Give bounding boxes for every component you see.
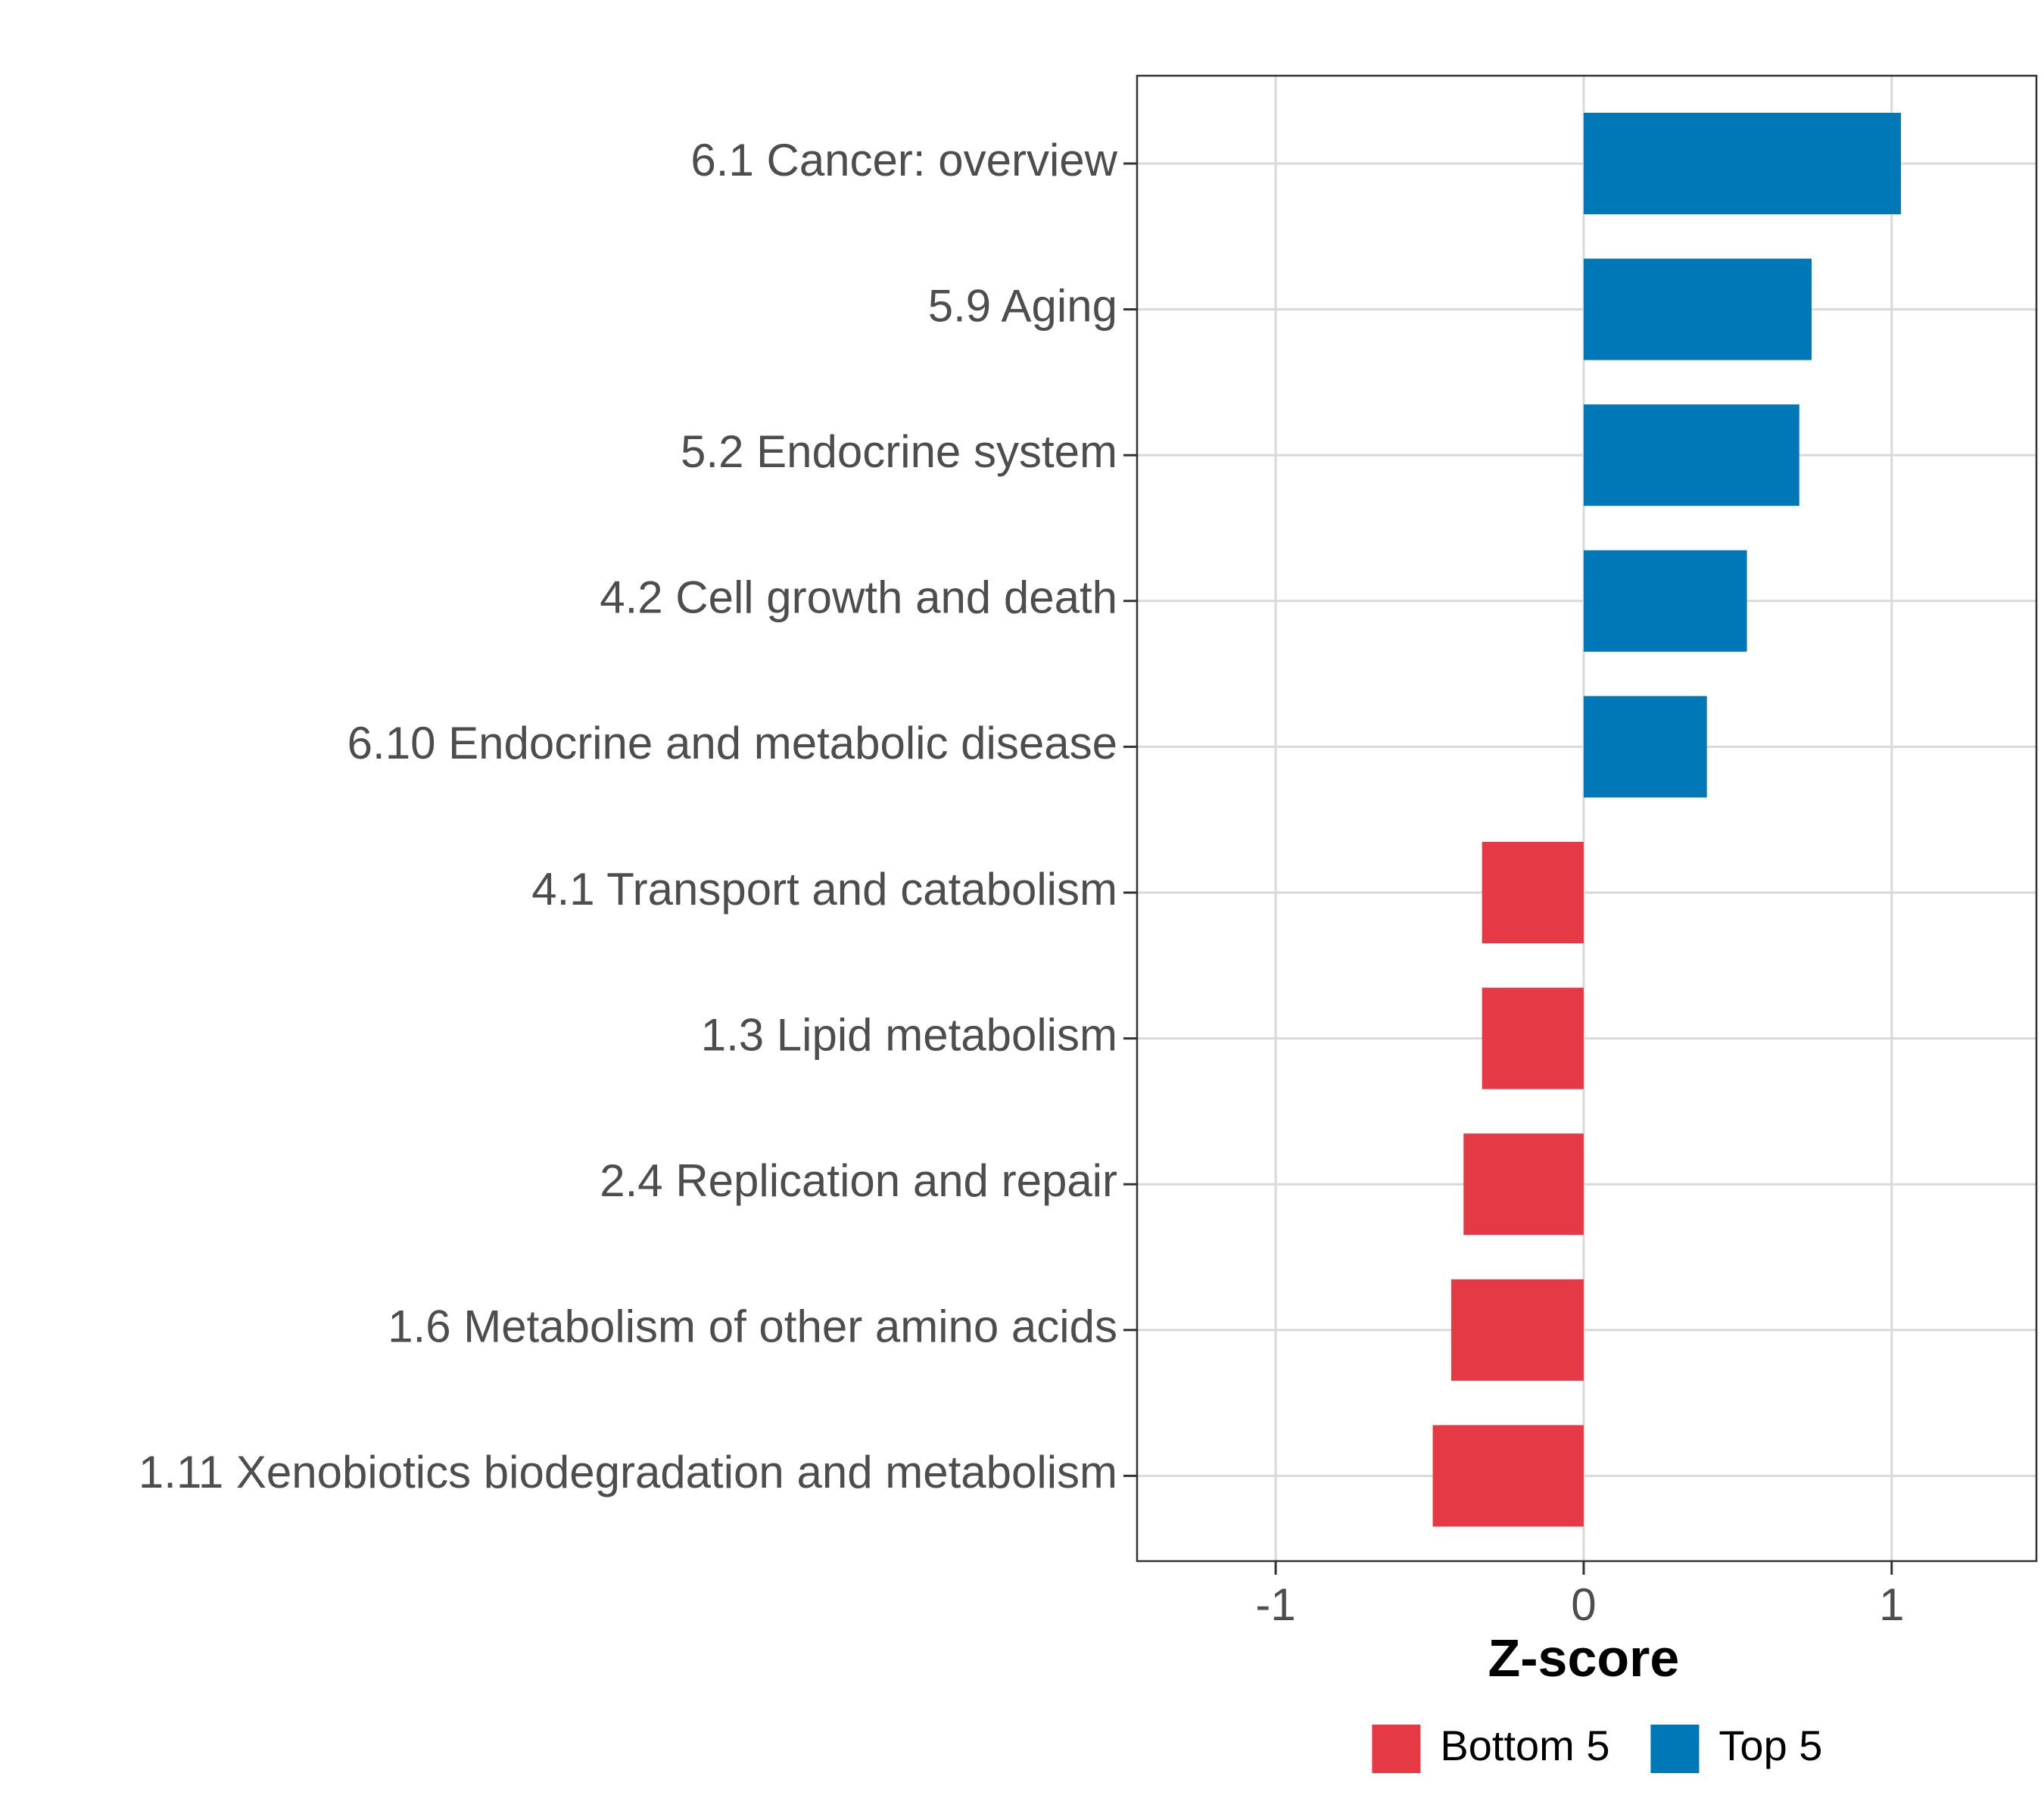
bar	[1482, 988, 1584, 1089]
bar	[1463, 1133, 1584, 1235]
x-axis-title: Z-score	[1488, 1628, 1679, 1688]
legend-label: Bottom 5	[1440, 1722, 1609, 1769]
x-axis: -1 0 1	[1255, 1561, 1904, 1630]
category-label: 2.4 Replication and repair	[600, 1155, 1117, 1206]
bar	[1482, 842, 1584, 943]
bars	[1433, 113, 1901, 1526]
legend-key	[1650, 1725, 1699, 1773]
category-label: 5.2 Endocrine system	[681, 426, 1117, 477]
bar	[1584, 113, 1901, 214]
bar	[1451, 1279, 1584, 1381]
category-label: 1.3 Lipid metabolism	[701, 1009, 1117, 1060]
category-label: 6.10 Endocrine and metabolic disease	[347, 718, 1117, 768]
bar	[1584, 404, 1799, 506]
bar	[1584, 696, 1707, 797]
legend-label: Top 5	[1718, 1722, 1822, 1769]
x-tick-label: 0	[1571, 1579, 1596, 1630]
category-label: 5.9 Aging	[928, 280, 1117, 331]
chart: 6.1 Cancer: overview 5.9 Aging 5.2 Endocri…	[0, 0, 2044, 1817]
category-label: 4.1 Transport and catabolism	[531, 864, 1117, 915]
category-label: 1.11 Xenobiotics biodegradation and meta…	[139, 1447, 1117, 1498]
legend: Bottom 5 Top 5	[1372, 1722, 1822, 1773]
bar	[1433, 1425, 1584, 1526]
x-tick-label: 1	[1879, 1579, 1904, 1630]
legend-key	[1372, 1725, 1420, 1773]
bar	[1584, 259, 1812, 360]
x-tick-label: -1	[1255, 1579, 1295, 1630]
category-label: 1.6 Metabolism of other amino acids	[388, 1301, 1117, 1352]
bar	[1584, 550, 1747, 652]
y-axis: 6.1 Cancer: overview 5.9 Aging 5.2 Endocri…	[139, 135, 1137, 1498]
category-label: 4.2 Cell growth and death	[600, 572, 1117, 623]
category-label: 6.1 Cancer: overview	[690, 135, 1117, 185]
